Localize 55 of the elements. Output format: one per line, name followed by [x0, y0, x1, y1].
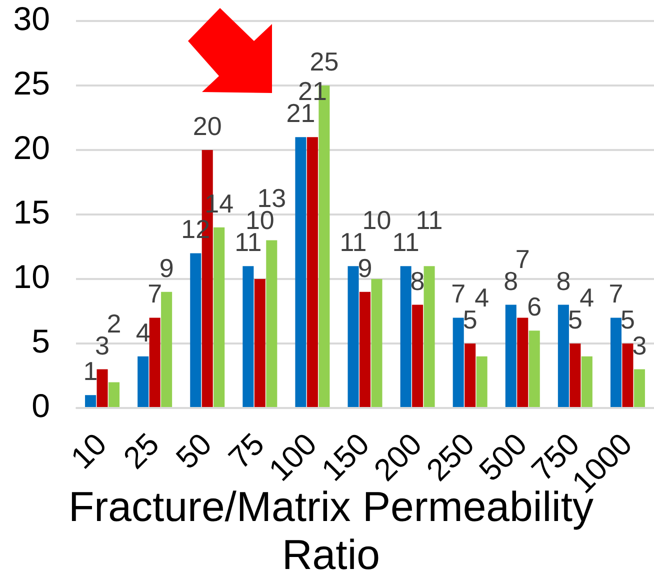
y-tick-label: 15	[13, 194, 50, 231]
bar	[622, 344, 634, 407]
bar	[161, 292, 172, 407]
data-label: 20	[192, 111, 222, 141]
data-label: 4	[474, 282, 490, 312]
data-label: 4	[580, 282, 594, 312]
bar	[581, 356, 592, 407]
bar	[348, 266, 359, 407]
data-label: 8	[556, 266, 571, 296]
data-label: 10	[362, 205, 392, 236]
bar	[306, 137, 318, 407]
bar	[359, 292, 371, 407]
bar	[570, 344, 581, 407]
bar	[242, 266, 254, 407]
data-label: 25	[310, 46, 339, 76]
bar	[476, 356, 488, 407]
y-tick-label: 20	[13, 129, 50, 166]
bar	[96, 369, 108, 407]
x-tick-label: 10	[64, 426, 114, 476]
data-label: 2	[106, 308, 122, 338]
bar	[400, 266, 412, 407]
x-tick-label: 50	[169, 426, 218, 476]
bar	[254, 279, 266, 407]
bar	[412, 304, 424, 407]
data-label: 11	[416, 205, 443, 236]
y-tick-label: 25	[13, 64, 50, 102]
y-tick-label: 10	[13, 258, 50, 296]
data-label: 9	[358, 252, 372, 283]
bar	[424, 266, 435, 407]
bar	[108, 382, 120, 407]
bar	[464, 344, 476, 407]
data-label: 6	[527, 292, 542, 322]
data-label: 5	[568, 304, 582, 334]
bar	[528, 330, 540, 407]
bar	[214, 227, 225, 407]
bar	[190, 253, 202, 407]
bar	[452, 318, 464, 407]
bar	[517, 318, 528, 407]
y-tick-label: 30	[13, 0, 50, 38]
bar	[266, 240, 278, 407]
x-tick-label: 25	[116, 426, 166, 476]
data-label: 1	[83, 356, 98, 386]
bar	[634, 369, 645, 407]
bar	[558, 304, 569, 407]
y-tick-label: 0	[32, 387, 50, 424]
bar	[610, 318, 622, 407]
bar	[149, 318, 160, 407]
y-tick-label: 5	[32, 322, 50, 360]
bar	[295, 137, 306, 407]
bar	[505, 304, 516, 407]
data-label: 4	[136, 317, 150, 348]
bar	[138, 356, 149, 407]
bar	[85, 395, 96, 407]
bar	[371, 279, 382, 407]
data-label: 3	[632, 330, 647, 360]
